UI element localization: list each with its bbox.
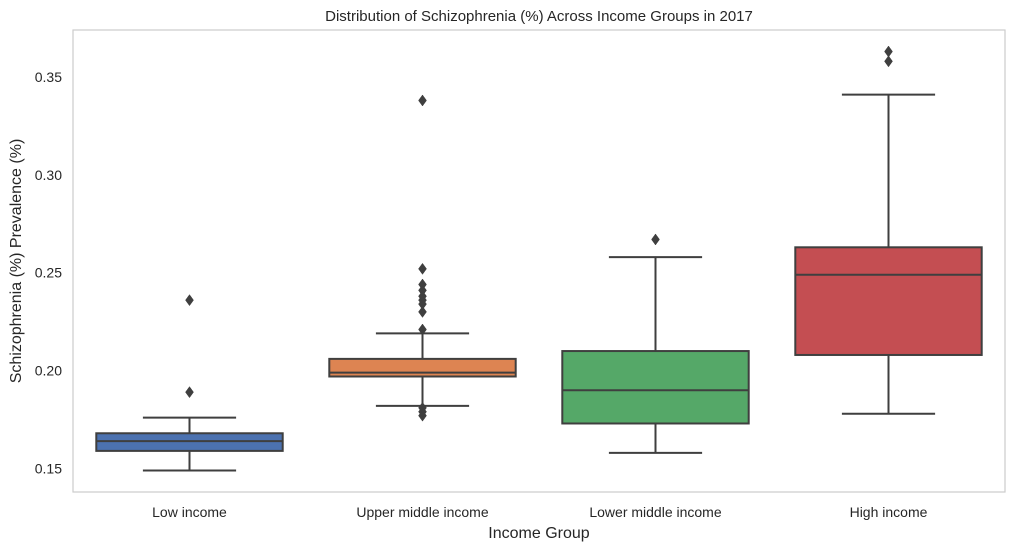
box-group	[328, 94, 517, 422]
box-iqr	[561, 350, 750, 425]
outlier-point	[884, 55, 893, 68]
outlier-point	[418, 305, 427, 318]
y-tick-label: 0.20	[35, 363, 62, 379]
outlier-point	[418, 262, 427, 275]
x-axis-label: Income Group	[488, 525, 589, 542]
box-group	[561, 233, 750, 454]
x-tick-label: Low income	[152, 504, 227, 520]
outlier-point	[884, 45, 893, 58]
y-tick-label: 0.30	[35, 167, 62, 183]
box-group	[95, 294, 284, 472]
outlier-point	[185, 294, 194, 307]
x-axis-ticks: Low income Upper middle income Lower middl…	[152, 504, 927, 520]
y-axis-label: Schizophrenia (%) Prevalence (%)	[8, 139, 25, 384]
outlier-point	[651, 233, 660, 246]
outlier-point	[418, 323, 427, 336]
outlier-point	[418, 401, 427, 414]
chart-title: Distribution of Schizophrenia (%) Across…	[325, 8, 753, 25]
plot-area-frame	[72, 29, 1006, 493]
box-iqr	[794, 246, 983, 356]
boxes-layer	[95, 45, 983, 472]
outlier-point	[418, 94, 427, 107]
box-iqr	[328, 357, 517, 378]
y-tick-label: 0.25	[35, 265, 62, 281]
x-tick-label: High income	[850, 504, 928, 520]
box-group	[794, 45, 983, 415]
outlier-point	[418, 278, 427, 291]
y-tick-label: 0.35	[35, 69, 62, 85]
y-tick-label: 0.15	[35, 461, 62, 477]
x-tick-label: Upper middle income	[356, 504, 488, 520]
y-axis-ticks: 0.15 0.20 0.25 0.30 0.35	[35, 69, 62, 477]
x-tick-label: Lower middle income	[589, 504, 721, 520]
outlier-point	[185, 386, 194, 399]
